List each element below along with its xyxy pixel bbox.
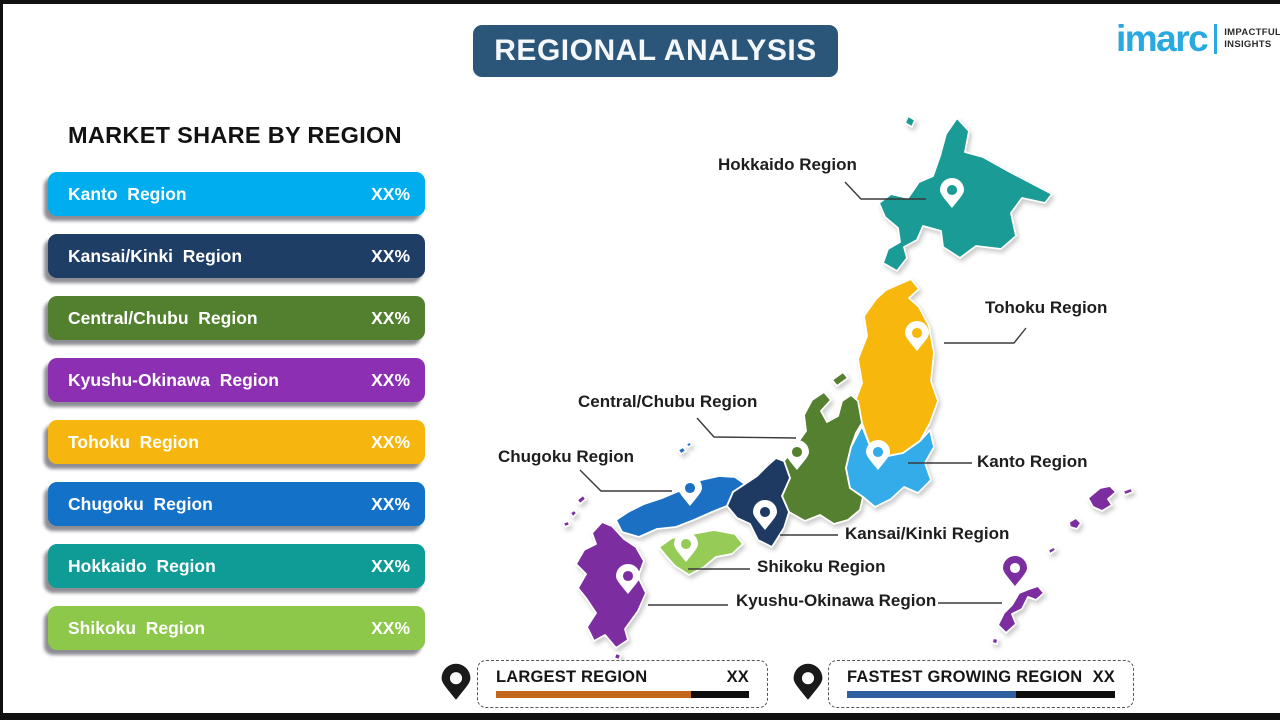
map-pin-icon-chubu	[785, 440, 809, 470]
map-label-central-chubu: Central/Chubu Region	[578, 392, 758, 411]
fastest-growing-legend: FASTEST GROWING REGION XX	[828, 660, 1134, 708]
region-shape-chubu	[831, 371, 849, 387]
bar-value: XX%	[371, 617, 410, 638]
largest-region-value: XX	[726, 668, 749, 686]
map-label-kyushu-okinawa: Kyushu-Okinawa Region	[736, 591, 937, 610]
bar-label: Kanto Region	[68, 183, 187, 204]
map-label-kanto: Kanto Region	[977, 452, 1088, 471]
bar-value: XX%	[371, 493, 410, 514]
region-shape-kyushu_okinawa	[575, 521, 647, 649]
region-shape-kyushu_okinawa	[576, 494, 587, 505]
region-shape-kyushu_okinawa	[1087, 485, 1117, 512]
page-title-text: REGIONAL ANALYSIS	[494, 34, 817, 67]
panel-heading: MARKET SHARE BY REGION	[68, 122, 402, 148]
market-share-panel: MARKET SHARE BY REGION Kanto Region XX% …	[48, 122, 425, 650]
map-pin-icon-kanto	[866, 440, 890, 470]
map-pin-icon-kyushu	[616, 564, 640, 594]
region-shape-kyushu_okinawa	[1047, 546, 1057, 555]
bar-label: Kansai/Kinki Region	[68, 245, 243, 266]
map-label-shikoku: Shikoku Region	[757, 557, 886, 576]
region-shape-kyushu_okinawa	[562, 520, 571, 528]
bar-value: XX%	[371, 307, 410, 328]
map-pin-icon-hokkaido	[940, 178, 964, 208]
logo-divider	[1214, 23, 1218, 54]
frame-border-left	[0, 0, 3, 720]
map-pin-icon-tohoku	[905, 321, 929, 351]
bar-label: Hokkaido Region	[68, 555, 216, 576]
map-label-tohoku: Tohoku Region	[985, 298, 1108, 317]
bar-value: XX%	[371, 245, 410, 266]
market-share-bars: Kanto Region XX% Kansai/Kinki Region XX%…	[48, 172, 425, 650]
region-shape-kyushu_okinawa	[613, 652, 622, 661]
region-shape-shikoku	[658, 529, 744, 576]
frame-border-top	[0, 0, 1280, 4]
japan-map-svg	[562, 115, 1134, 673]
fastest-growing-bar	[847, 691, 1115, 698]
region-shape-tohoku	[853, 278, 939, 458]
map-regions	[562, 115, 1134, 673]
largest-region-bar	[496, 691, 749, 698]
bar-label: Kyushu-Okinawa Region	[68, 369, 279, 390]
region-shape-chugoku	[677, 446, 687, 455]
region-shape-hokkaido	[878, 117, 1053, 272]
map-label-hokkaido: Hokkaido Region	[718, 155, 857, 174]
bar-central-chubu: Central/Chubu Region XX%	[48, 296, 425, 340]
logo-tagline-line2: INSIGHTS	[1224, 38, 1272, 50]
largest-region-legend: LARGEST REGION XX	[477, 660, 768, 708]
bar-shikoku: Shikoku Region XX%	[48, 606, 425, 650]
largest-region-pin-icon	[441, 663, 471, 700]
connector-line	[696, 417, 797, 439]
bar-label: Tohoku Region	[68, 431, 199, 452]
bar-kansai-kinki: Kansai/Kinki Region XX%	[48, 234, 425, 278]
bar-kanto: Kanto Region XX%	[48, 172, 425, 216]
bar-tohoku: Tohoku Region XX%	[48, 420, 425, 464]
map-pin-icon-shikoku	[674, 532, 698, 562]
bar-value: XX%	[371, 183, 410, 204]
bar-value: XX%	[371, 555, 410, 576]
fastest-growing-bar-fill	[847, 691, 1016, 698]
bar-label: Chugoku Region	[68, 493, 213, 514]
connector-line	[944, 327, 1027, 344]
bar-value: XX%	[371, 431, 410, 452]
bar-value: XX%	[371, 369, 410, 390]
fastest-growing-value: XX	[1092, 668, 1115, 686]
bar-chugoku: Chugoku Region XX%	[48, 482, 425, 526]
label-connector-lines	[579, 181, 1027, 606]
frame-border-bottom	[0, 713, 1280, 720]
japan-map	[520, 100, 1180, 673]
region-shape-hokkaido	[904, 115, 916, 128]
region-shape-kyushu_okinawa	[1122, 487, 1134, 496]
region-shape-chugoku	[685, 441, 693, 448]
map-pin-icon-okinawa	[1003, 556, 1027, 586]
connector-line	[579, 469, 672, 492]
region-shape-kyushu_okinawa	[569, 509, 578, 518]
page-title: REGIONAL ANALYSIS	[473, 25, 838, 77]
imarc-logo-wordmark: imarc	[1116, 18, 1209, 59]
fastest-growing-pin-icon	[793, 663, 823, 700]
bar-label: Central/Chubu Region	[68, 307, 258, 328]
bar-label: Shikoku Region	[68, 617, 206, 638]
map-pin-icon-chugoku	[678, 476, 702, 506]
imarc-logo: imarc IMPACTFUL INSIGHTS	[1116, 18, 1280, 59]
region-shape-kyushu_okinawa	[997, 585, 1045, 634]
connector-line	[844, 181, 926, 200]
bar-hokkaido: Hokkaido Region XX%	[48, 544, 425, 588]
largest-region-label: LARGEST REGION	[496, 668, 648, 686]
map-label-kansai-kinki: Kansai/Kinki Region	[845, 524, 1010, 543]
bar-kyushu-okinawa: Kyushu-Okinawa Region XX%	[48, 358, 425, 402]
region-shape-kyushu_okinawa	[1068, 517, 1082, 530]
map-pin-icon-kansai	[753, 500, 777, 530]
logo-tagline: IMPACTFUL INSIGHTS	[1224, 27, 1280, 51]
fastest-growing-label: FASTEST GROWING REGION	[847, 668, 1083, 686]
map-label-chugoku: Chugoku Region	[498, 447, 634, 466]
region-shape-kyushu_okinawa	[991, 637, 999, 645]
largest-region-bar-fill	[496, 691, 691, 698]
region-shape-chugoku	[615, 475, 746, 538]
logo-tagline-line1: IMPACTFUL	[1224, 26, 1280, 38]
